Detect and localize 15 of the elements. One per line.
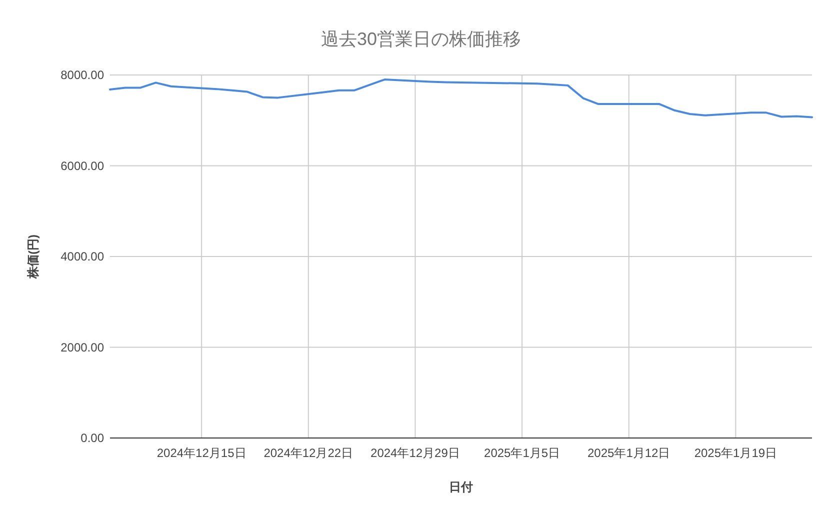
x-tick-label: 2024年12月15日 (156, 446, 246, 460)
y-tick-label: 4000.00 (60, 250, 104, 264)
x-tick-label: 2025年1月19日 (694, 446, 778, 460)
y-tick-label: 8000.00 (60, 68, 104, 82)
x-tick-label: 2024年12月22日 (264, 446, 354, 460)
y-axis-title: 株価(円) (26, 234, 40, 280)
x-tick-label: 2025年1月12日 (588, 446, 670, 460)
x-tick-label: 2024年12月29日 (370, 446, 460, 460)
line-series (109, 78, 813, 118)
chart-title: 過去30営業日の株価推移 (320, 29, 522, 49)
y-tick-label: 6000.00 (60, 158, 104, 173)
x-tick-label: 2025年1月5日 (484, 446, 560, 460)
y-tick-label: 0.00 (80, 431, 104, 446)
y-tick-label: 2000.00 (60, 340, 104, 354)
x-axis-title: 日付 (449, 480, 473, 494)
